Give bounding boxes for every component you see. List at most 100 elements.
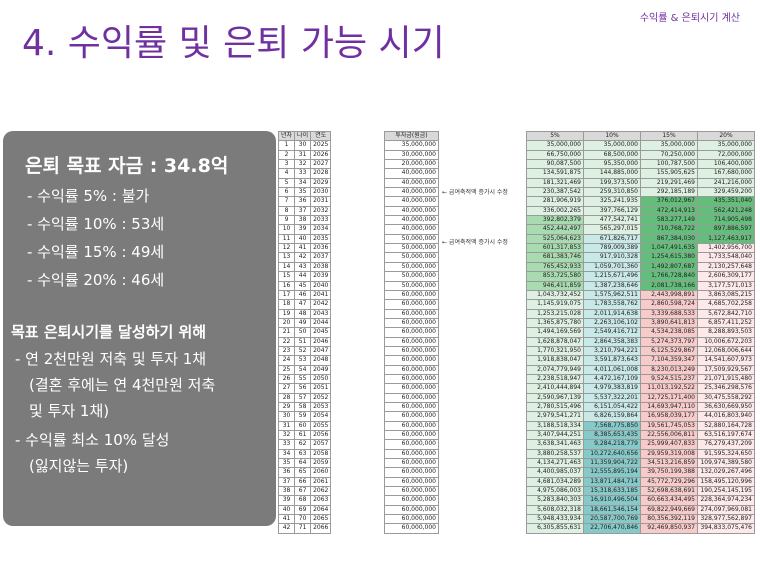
table-row: 19 48 2043	[277, 308, 332, 319]
table-cell: 31	[277, 420, 296, 432]
rate-item-10: - 수익률 10% : 53세	[27, 215, 165, 233]
table-cell: 199,373,500	[583, 177, 641, 189]
table-row: 601,317,853 789,009,389 1,047,491,635 1,402…	[526, 243, 755, 254]
table-cell: 65	[294, 467, 312, 478]
table-cell: 3,880,258,537	[526, 448, 584, 460]
table-row: 14 43 2038	[277, 261, 332, 273]
table-row: 50,000,000	[384, 252, 439, 263]
table-cell: 6,857,411,252	[697, 317, 755, 329]
table-cell: 36	[277, 467, 296, 478]
table-row: 20 49 2044	[277, 317, 332, 329]
table-cell: 1,043,732,452	[526, 289, 584, 301]
table-cell: 69,822,949,669	[640, 504, 698, 516]
table-cell: 35	[294, 187, 312, 198]
table-cell: 23	[277, 345, 296, 357]
table-cell: 60,000,000	[384, 429, 439, 441]
table-cell: 329,459,200	[697, 187, 755, 198]
table-cell: 31	[294, 149, 312, 161]
table-cell: 32	[277, 429, 296, 441]
table-cell: 2030	[310, 187, 332, 198]
table-cell: 394,833,075,476	[697, 523, 755, 534]
table-cell: 525,064,623	[526, 233, 584, 245]
table-cell: 22	[277, 336, 296, 347]
table-cell: 2026	[310, 149, 332, 161]
table-row: 3,407,944,251 8,385,653,435 22,556,006,811…	[526, 429, 755, 441]
table-row: 2,074,779,949 4,011,061,008 8,230,013,249 1…	[526, 364, 755, 375]
note-salary-1: ← 급여축적액 증가시 수정	[442, 189, 508, 196]
table-cell: 52,880,164,728	[697, 420, 755, 432]
table-cell: 50,000,000	[384, 233, 439, 245]
principal-table: 투자금(원금) 35,000,000 30,000,000 20,000,000 40…	[384, 130, 439, 534]
table-row: 27 56 2051	[277, 383, 332, 394]
table-cell: 12,555,895,194	[583, 467, 641, 478]
table-cell: 21,071,915,480	[697, 373, 755, 385]
table-cell: 18	[277, 299, 296, 310]
table-cell: 22,706,470,846	[583, 523, 641, 534]
table-cell: 17,509,929,567	[697, 364, 755, 375]
table-cell: 41	[294, 243, 312, 254]
table-cell: 21	[277, 327, 296, 338]
table-cell: 376,012,967	[640, 196, 698, 207]
table-cell: 1,145,919,075	[526, 299, 584, 310]
table-row: 40,000,000	[384, 205, 439, 217]
table-cell: 2,606,309,177	[697, 271, 755, 282]
table-row: 60,000,000	[384, 392, 439, 403]
table-cell: 12,725,171,400	[640, 392, 698, 403]
table-cell: 158,495,120,996	[697, 476, 755, 488]
table-cell: 2059	[310, 458, 332, 469]
table-row: 18 47 2042	[277, 299, 332, 310]
table-cell: 155,905,625	[640, 168, 698, 179]
table-cell: 2052	[310, 392, 332, 403]
table-cell: 29,959,319,008	[640, 448, 698, 460]
table-row: 1,145,919,075 1,783,558,762 2,860,598,724 4…	[526, 299, 755, 310]
table-cell: 2,549,416,712	[583, 327, 641, 338]
table-cell: 2,081,738,166	[640, 280, 698, 291]
table-cell: 14,693,947,110	[640, 401, 698, 413]
table-cell: 60,000,000	[384, 345, 439, 357]
table-cell: 35,000,000	[640, 140, 698, 151]
table-row: 7 36 2031	[277, 196, 332, 207]
table-cell: 41	[277, 514, 296, 525]
table-cell: 2,130,257,648	[697, 261, 755, 273]
table-cell: 714,905,498	[697, 215, 755, 226]
table-row: 66,750,000 68,500,000 70,250,000 72,000,000	[526, 149, 755, 161]
table-row: 28 57 2052	[277, 392, 332, 403]
table-row: 60,000,000	[384, 373, 439, 385]
table-cell: 30	[294, 140, 312, 151]
table-row: 60,000,000	[384, 336, 439, 347]
table-row: 60,000,000	[384, 308, 439, 319]
table-row: 60,000,000	[384, 327, 439, 338]
table-cell: 452,442,497	[526, 224, 584, 235]
table-cell: 106,400,000	[697, 159, 755, 170]
table-row: 31 60 2055	[277, 420, 332, 432]
table-cell: 48	[294, 308, 312, 319]
table-cell: 710,768,722	[640, 224, 698, 235]
table-cell: 292,185,189	[640, 187, 698, 198]
table-cell: 40,000,000	[384, 205, 439, 217]
table-cell: 2027	[310, 159, 332, 170]
table-cell: 1,059,701,360	[583, 261, 641, 273]
table-row: 681,383,746 917,910,328 1,254,615,380 1,733…	[526, 252, 755, 263]
table-cell: 4,472,167,109	[583, 373, 641, 385]
table-cell: 3,591,873,643	[583, 355, 641, 366]
table-cell: 50	[294, 327, 312, 338]
table-row: 3,638,341,463 9,284,218,779 25,999,407,833…	[526, 439, 755, 450]
table-cell: 2051	[310, 383, 332, 394]
table-row: 39 68 2063	[277, 495, 332, 506]
table-cell: 45	[294, 280, 312, 291]
table-row: 60,000,000	[384, 429, 439, 441]
table-cell: 241,216,000	[697, 177, 755, 189]
table-cell: 13	[277, 252, 296, 263]
table-cell: 2,979,541,271	[526, 411, 584, 422]
table-cell: 95,350,000	[583, 159, 641, 170]
table-row: 60,000,000	[384, 476, 439, 488]
table-cell: 2062	[310, 486, 332, 497]
plan-step-2: - 수익률 최소 10% 달성	[15, 431, 170, 449]
table-cell: 17	[277, 289, 296, 301]
table-cell: 3,188,518,334	[526, 420, 584, 432]
table-cell: 2035	[310, 233, 332, 245]
table-cell: 1,628,878,047	[526, 336, 584, 347]
table-row: 40,000,000	[384, 224, 439, 235]
table-row: 1,770,321,950 3,210,794,221 6,125,529,867 1…	[526, 345, 755, 357]
table-cell: 60,000,000	[384, 383, 439, 394]
